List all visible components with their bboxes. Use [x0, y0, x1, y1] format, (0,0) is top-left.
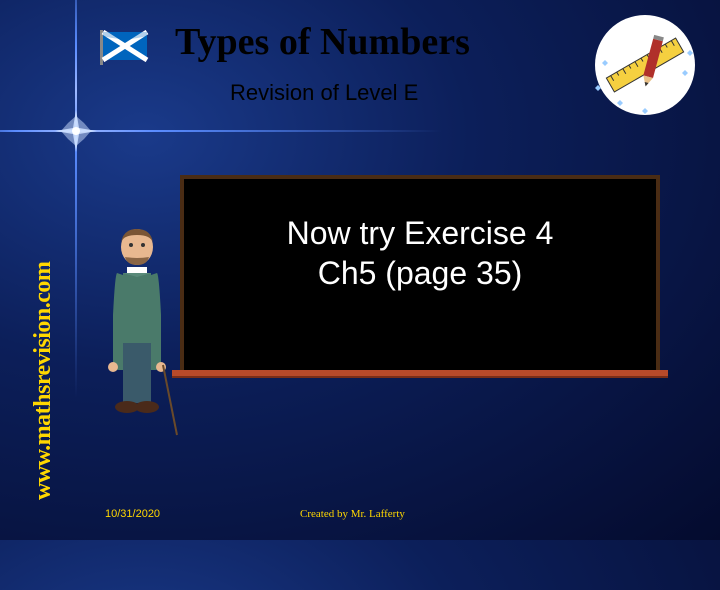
star-burst-icon [55, 110, 97, 152]
sidebar-url: www.mathsrevision.com [30, 262, 57, 500]
footer-credit: Created by Mr. Lafferty [300, 508, 405, 520]
page-subtitle: Revision of Level E [230, 80, 418, 106]
ruler-pencil-icon [590, 10, 700, 120]
decorative-horizontal-ray [0, 130, 720, 132]
teacher-character-icon [95, 225, 180, 450]
page-title: Types of Numbers [175, 20, 470, 64]
decorative-vertical-ray [75, 0, 77, 590]
blackboard-line-1: Now try Exercise 4 [200, 215, 640, 252]
chalk-tray [172, 370, 668, 378]
blackboard-line-2: Ch5 (page 35) [200, 255, 640, 292]
scotland-flag-icon [100, 30, 150, 65]
footer-date: 10/31/2020 [105, 508, 160, 520]
